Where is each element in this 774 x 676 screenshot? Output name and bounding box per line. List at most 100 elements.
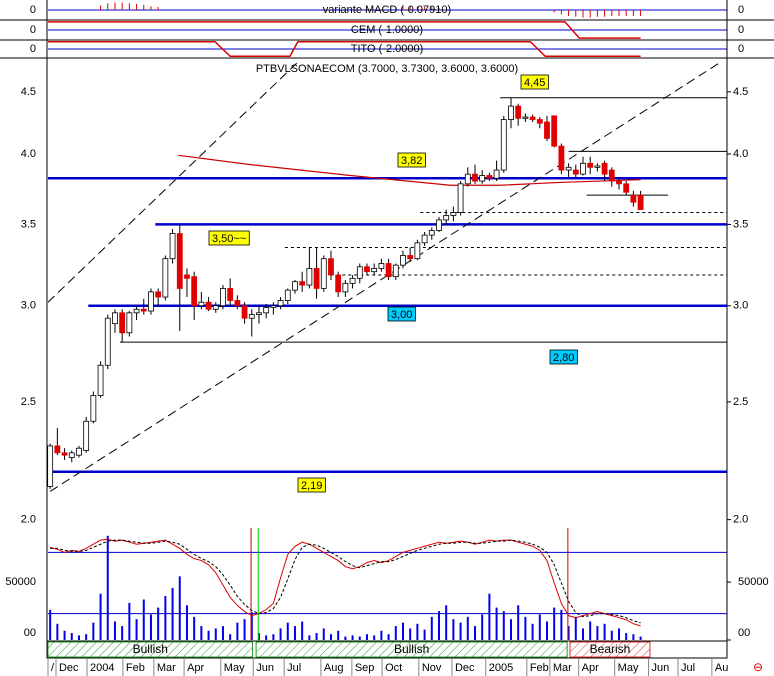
candle-body [126, 312, 133, 334]
candle-body [479, 175, 486, 182]
y-tick-label: 0 [30, 4, 36, 16]
x-tick-label: Feb [126, 662, 145, 674]
candle-body [284, 289, 291, 301]
x-tick-label: Oct [385, 662, 402, 674]
candle-body [400, 255, 406, 266]
trend-line [47, 59, 301, 303]
level-label-box [208, 230, 250, 246]
stochastic-line [50, 539, 641, 624]
candle-body [191, 276, 198, 307]
level-label-box [297, 477, 326, 493]
candle-body [220, 288, 226, 307]
candle-body [162, 258, 169, 298]
candle-body [328, 258, 334, 276]
x-tick-label: Jul [287, 662, 301, 674]
level-label-box [397, 152, 426, 168]
y-tick-label: 2.5 [21, 396, 36, 408]
y-tick-label: 4.0 [21, 148, 36, 160]
x-tick-label: 2004 [90, 662, 114, 674]
x-tick-label: Sep [355, 662, 375, 674]
candle-body [148, 291, 154, 312]
trend-band [47, 641, 253, 658]
candle-body [263, 307, 270, 314]
volume-tick-label: 00 [24, 627, 36, 639]
candle-body [572, 169, 579, 175]
candle-body [97, 364, 104, 397]
candle-body [313, 268, 320, 289]
y-tick-label: 4.5 [21, 86, 36, 98]
candle-body [349, 277, 356, 284]
y-tick-label: 2.0 [733, 514, 748, 526]
level-label: 3,50~~ [212, 233, 246, 245]
volume-tick-label: 50000 [5, 576, 36, 588]
x-tick-label: Mar [553, 662, 572, 674]
candle-body [212, 305, 219, 310]
candle-body [356, 266, 363, 279]
x-tick-label: May [618, 662, 639, 674]
candle-body [241, 305, 248, 319]
candle-body [623, 183, 630, 193]
candle-body [558, 145, 565, 171]
level-label: 2,19 [301, 480, 322, 492]
candle-body [371, 268, 378, 273]
y-tick-label: 3.5 [21, 218, 36, 230]
candle-body [205, 301, 212, 310]
candle-body [90, 395, 97, 422]
level-label: 3,00 [391, 309, 412, 321]
zoom-out-icon[interactable]: ⊖ [753, 660, 763, 674]
candle-body [536, 119, 543, 124]
candle-body [68, 452, 75, 458]
candle-body [378, 263, 385, 269]
volume-tick-label: 50000 [738, 576, 769, 588]
y-tick-label: 0 [30, 24, 36, 36]
candle-body [500, 119, 507, 171]
candle-body [450, 212, 457, 216]
level-label-box [387, 306, 416, 322]
candle-body [248, 314, 255, 319]
candle-body [551, 115, 558, 147]
candle-body [306, 268, 313, 286]
level-label: 4,45 [524, 77, 545, 89]
candle-body [529, 116, 536, 120]
candle-body [364, 266, 370, 273]
candle-body [608, 169, 615, 182]
candle-body [407, 255, 414, 260]
candle-body [119, 312, 126, 334]
x-tick-label: Nov [422, 662, 442, 674]
candle-body [522, 116, 529, 119]
candle-body [637, 194, 644, 210]
x-tick-label: Apr [187, 662, 204, 674]
band-label: Bullish [394, 642, 429, 656]
y-tick-label: 3.0 [21, 300, 36, 312]
candle-body [565, 166, 572, 171]
candle-body [457, 183, 464, 213]
candle-body [580, 162, 586, 175]
candle-body [83, 420, 90, 451]
y-tick-label: 2.5 [733, 396, 748, 408]
x-tick-label: Au [715, 662, 728, 674]
candle-body [277, 300, 284, 307]
y-tick-label: 0 [738, 24, 744, 36]
chart-title: PTBVLSONAECOM (3.7000, 3.7300, 3.6000, 3… [256, 63, 518, 75]
x-tick-label: Jun [652, 662, 670, 674]
candle-body [54, 445, 61, 454]
candle-body [140, 308, 147, 312]
candle-body [443, 215, 450, 221]
indicator-line [48, 40, 641, 58]
x-tick-label: Mar [157, 662, 176, 674]
y-tick-label: 4.5 [733, 86, 748, 98]
indicator-label: TITO (-2.0000) [351, 43, 424, 55]
indicator-label: CEM (-1.0000) [351, 24, 423, 36]
candle-body [133, 308, 140, 314]
level-label-box [520, 74, 549, 90]
candle-body [198, 301, 205, 307]
candle-body [292, 281, 298, 291]
candle-body [342, 282, 349, 293]
candle-body [76, 447, 82, 456]
candle-body [515, 105, 522, 119]
x-tick-label: Apr [582, 662, 599, 674]
candle-body [184, 274, 190, 279]
candle-body [493, 169, 500, 179]
